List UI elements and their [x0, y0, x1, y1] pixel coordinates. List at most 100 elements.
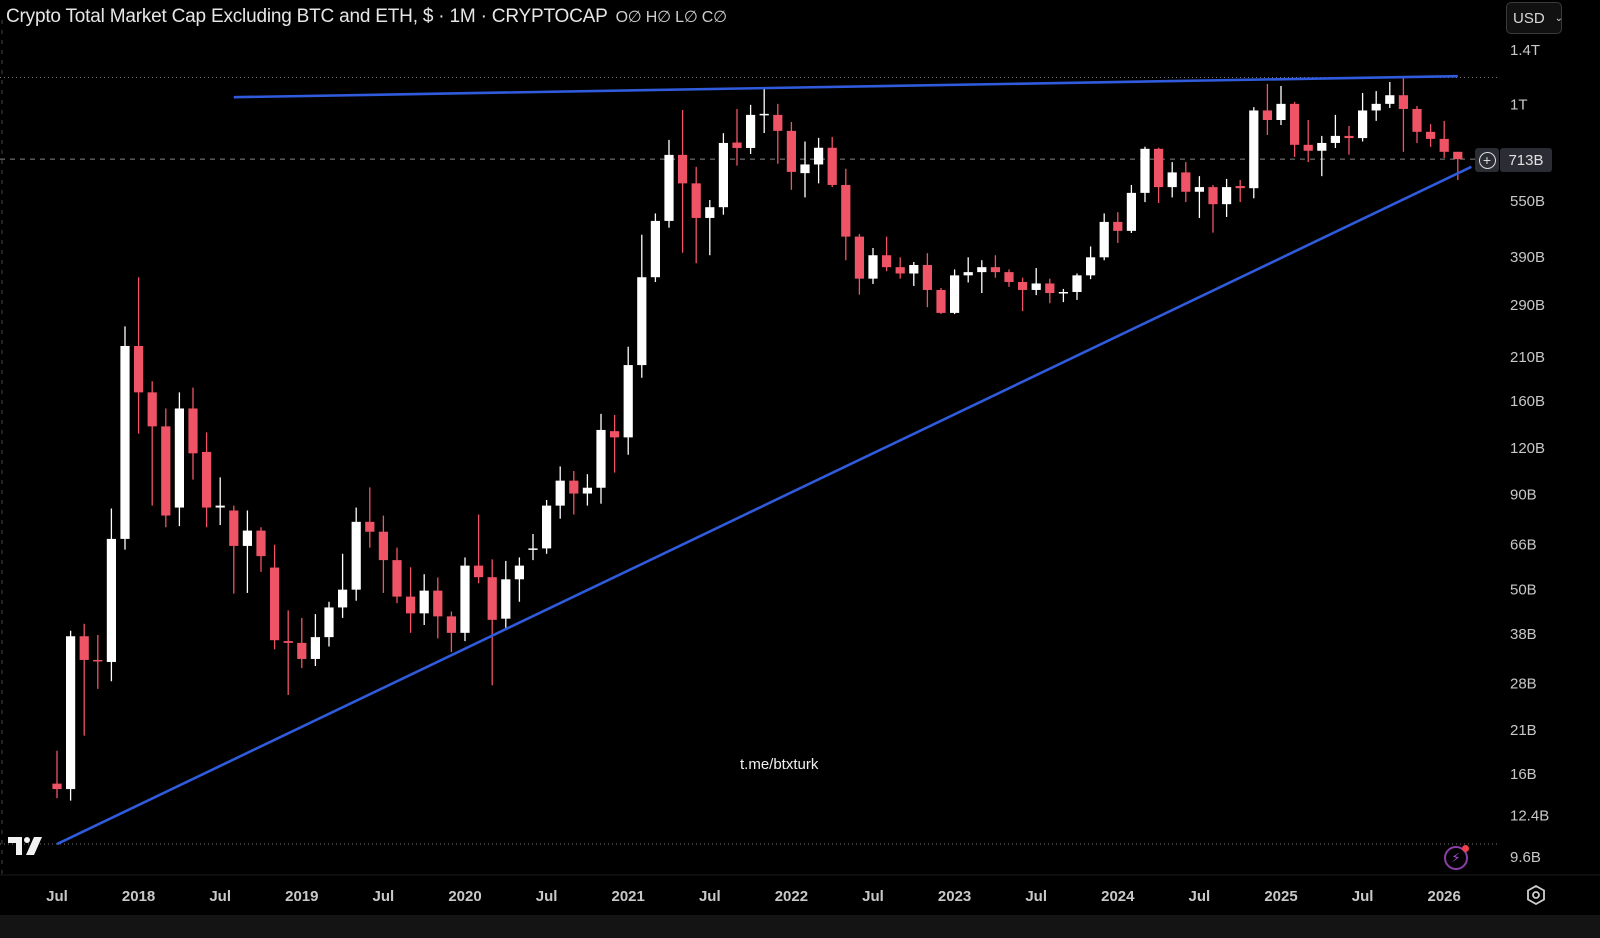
- candle[interactable]: [66, 630, 76, 801]
- candle[interactable]: [678, 109, 688, 253]
- candle[interactable]: [1385, 81, 1395, 108]
- candle[interactable]: [1031, 268, 1041, 296]
- candle[interactable]: [732, 108, 742, 166]
- candle[interactable]: [555, 466, 565, 519]
- candle[interactable]: [1412, 105, 1422, 143]
- candle[interactable]: [637, 234, 647, 378]
- candle[interactable]: [406, 567, 416, 633]
- candle[interactable]: [895, 257, 905, 279]
- candle[interactable]: [650, 213, 660, 283]
- tradingview-logo[interactable]: [8, 835, 44, 862]
- candle[interactable]: [1140, 146, 1150, 203]
- candle[interactable]: [174, 392, 184, 527]
- candle[interactable]: [691, 166, 701, 264]
- candle[interactable]: [161, 408, 171, 528]
- candle[interactable]: [229, 505, 239, 594]
- candle[interactable]: [514, 557, 524, 602]
- candle[interactable]: [147, 381, 157, 506]
- candle[interactable]: [1004, 269, 1014, 287]
- candle[interactable]: [378, 515, 388, 593]
- candle[interactable]: [433, 577, 443, 639]
- candle[interactable]: [1099, 213, 1109, 261]
- candle[interactable]: [1058, 288, 1068, 303]
- candle[interactable]: [79, 623, 89, 736]
- candle[interactable]: [623, 346, 633, 455]
- candle[interactable]: [52, 750, 62, 799]
- candle[interactable]: [1126, 184, 1136, 233]
- candle[interactable]: [1330, 114, 1340, 148]
- candle[interactable]: [351, 507, 361, 601]
- candle[interactable]: [392, 547, 402, 604]
- candle[interactable]: [120, 326, 130, 550]
- candle[interactable]: [759, 87, 769, 133]
- candle[interactable]: [324, 601, 334, 647]
- candle[interactable]: [841, 168, 851, 261]
- candle[interactable]: [854, 234, 864, 295]
- candle[interactable]: [1439, 120, 1449, 159]
- candle[interactable]: [1045, 278, 1055, 304]
- candle[interactable]: [1262, 83, 1272, 135]
- candle[interactable]: [1167, 162, 1177, 198]
- candle[interactable]: [446, 611, 456, 653]
- candle[interactable]: [501, 560, 511, 628]
- candle[interactable]: [868, 247, 878, 284]
- candle[interactable]: [1358, 92, 1368, 142]
- candle[interactable]: [718, 133, 728, 215]
- candle[interactable]: [1303, 119, 1313, 163]
- candle[interactable]: [1276, 85, 1286, 126]
- candle[interactable]: [297, 617, 307, 669]
- candle[interactable]: [963, 257, 973, 283]
- candle[interactable]: [664, 139, 674, 228]
- candle[interactable]: [419, 574, 429, 625]
- candle[interactable]: [786, 121, 796, 190]
- lightning-icon[interactable]: ⚡︎: [1444, 845, 1469, 870]
- candle[interactable]: [922, 253, 932, 308]
- candle[interactable]: [188, 387, 198, 480]
- candle[interactable]: [582, 474, 592, 506]
- candle[interactable]: [936, 287, 946, 315]
- gear-icon[interactable]: [1526, 884, 1546, 910]
- candle[interactable]: [950, 269, 960, 315]
- candle[interactable]: [1290, 101, 1300, 157]
- candle[interactable]: [474, 514, 484, 584]
- candle[interactable]: [256, 527, 266, 572]
- currency-selector[interactable]: USD ⌄: [1506, 2, 1563, 34]
- candle[interactable]: [610, 414, 620, 473]
- candle[interactable]: [569, 471, 579, 515]
- candle[interactable]: [1249, 107, 1259, 199]
- candle[interactable]: [310, 614, 320, 667]
- candle[interactable]: [1426, 124, 1436, 147]
- candle[interactable]: [705, 200, 715, 256]
- candle[interactable]: [1371, 91, 1381, 121]
- candle[interactable]: [909, 261, 919, 286]
- add-alert-button[interactable]: +: [1475, 148, 1499, 172]
- candle[interactable]: [977, 260, 987, 294]
- candle[interactable]: [460, 557, 470, 642]
- candle[interactable]: [270, 544, 280, 650]
- candle[interactable]: [814, 137, 824, 184]
- candle[interactable]: [365, 487, 375, 548]
- candle[interactable]: [1072, 273, 1082, 300]
- candle[interactable]: [1398, 77, 1408, 152]
- candle[interactable]: [1194, 176, 1204, 218]
- candle[interactable]: [746, 104, 756, 155]
- candle[interactable]: [1086, 246, 1096, 280]
- candle[interactable]: [1113, 212, 1123, 243]
- candle[interactable]: [542, 499, 552, 554]
- candle[interactable]: [1235, 179, 1245, 203]
- candle[interactable]: [283, 610, 293, 695]
- candle[interactable]: [202, 432, 212, 528]
- candle[interactable]: [242, 510, 252, 593]
- candle[interactable]: [1208, 184, 1218, 233]
- candle[interactable]: [1181, 162, 1191, 203]
- candle[interactable]: [1154, 147, 1164, 203]
- candle[interactable]: [1344, 125, 1354, 155]
- candle[interactable]: [338, 553, 348, 618]
- candle[interactable]: [990, 255, 1000, 278]
- candle[interactable]: [528, 533, 538, 561]
- candle[interactable]: [215, 477, 225, 526]
- candle[interactable]: [800, 141, 810, 198]
- candle[interactable]: [487, 559, 497, 686]
- candle[interactable]: [1453, 151, 1463, 180]
